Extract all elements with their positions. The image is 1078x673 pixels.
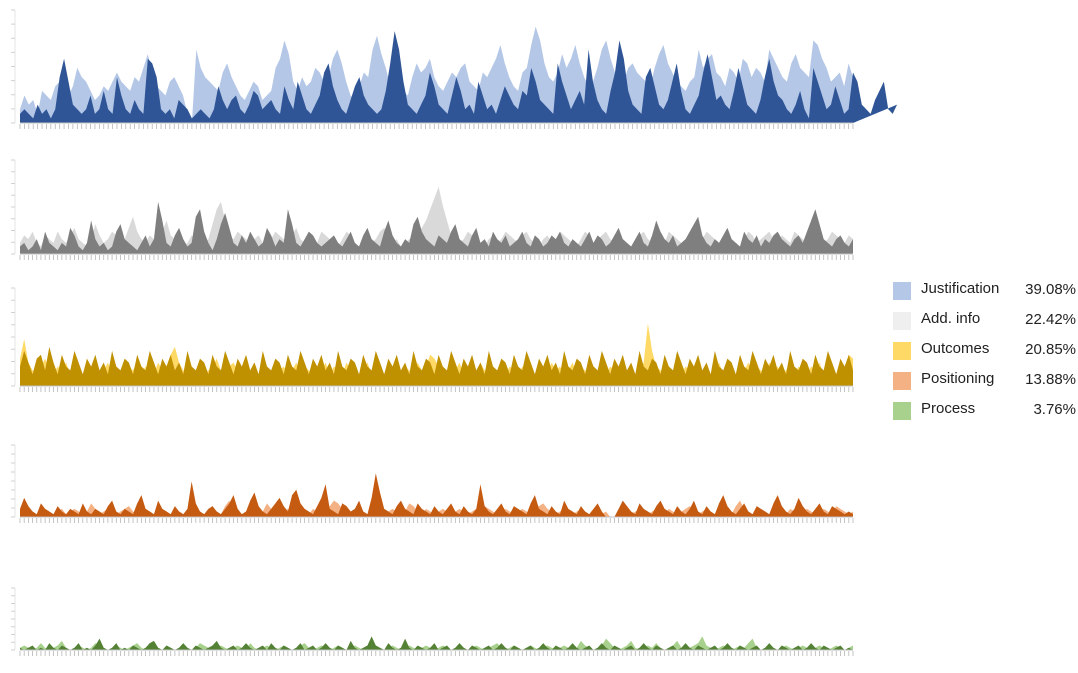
panel-justification [11,9,898,129]
legend-percent: 39.08% [1025,281,1076,298]
panel-outcomes [11,287,854,392]
legend-percent: 13.88% [1025,371,1076,388]
legend-swatch [893,372,911,390]
legend-swatch [893,282,911,300]
legend-item: Justification 39.08% [893,279,1078,309]
panel-add-info [11,159,854,260]
panel-positioning [11,444,854,523]
legend-label: Process [921,400,976,417]
series-area-dark [20,473,853,517]
legend-item: Process 3.76% [893,399,1078,429]
legend-item: Positioning 13.88% [893,369,1078,399]
panel-process [11,587,854,656]
legend-item: Outcomes 20.85% [893,339,1078,369]
legend-label: Positioning [921,370,995,387]
legend-item: Add. info 22.42% [893,309,1078,339]
legend-percent: 22.42% [1025,311,1076,328]
legend-percent: 3.76% [1033,401,1076,418]
legend: Justification 39.08% Add. info 22.42% Outcom… [893,279,1078,429]
legend-swatch [893,342,911,360]
series-area-dark [20,31,898,123]
series-area-dark [20,201,853,254]
legend-label: Add. info [921,310,981,327]
legend-label: Outcomes [921,340,990,357]
series-area-dark [20,636,853,650]
legend-percent: 20.85% [1025,341,1076,358]
series-area-dark [20,346,853,386]
legend-label: Justification [921,280,1000,297]
legend-swatch [893,312,911,330]
legend-swatch [893,402,911,420]
